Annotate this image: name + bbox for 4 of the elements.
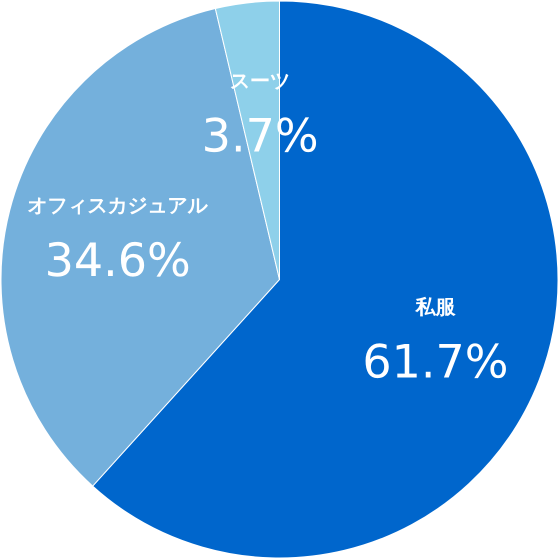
slice-label: 私服 — [414, 294, 456, 319]
data-label: 34.6% — [44, 232, 191, 287]
data-label: 61.7% — [362, 334, 509, 389]
slice-label: オフィスカジュアル — [28, 192, 209, 217]
